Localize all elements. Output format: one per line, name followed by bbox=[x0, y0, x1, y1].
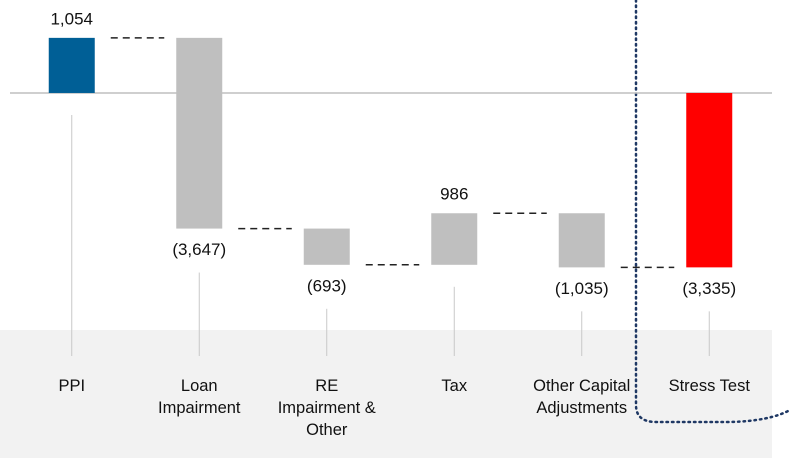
bar bbox=[303, 228, 350, 265]
bar bbox=[558, 213, 605, 268]
bar bbox=[48, 37, 95, 93]
x-tick-label: RE Impairment & Other bbox=[277, 377, 376, 439]
x-tick-label: Stress Test bbox=[668, 377, 750, 395]
bar bbox=[686, 92, 733, 268]
value-label: (1,035) bbox=[555, 279, 609, 298]
highlight-outline bbox=[634, 0, 791, 424]
x-tick-label: PPI bbox=[58, 377, 86, 395]
x-tick-label: Loan Impairment bbox=[157, 377, 241, 417]
value-label: (3,335) bbox=[682, 279, 736, 298]
value-label: 1,054 bbox=[50, 9, 93, 28]
value-label: (693) bbox=[307, 276, 347, 295]
value-label: (3,647) bbox=[172, 240, 226, 259]
bar bbox=[431, 213, 478, 265]
bar bbox=[176, 37, 223, 229]
value-label: 986 bbox=[440, 185, 468, 204]
x-tick-label: Tax bbox=[441, 377, 468, 395]
label-band bbox=[0, 330, 772, 458]
x-tick-label: Other Capital Adjustments bbox=[533, 377, 631, 417]
